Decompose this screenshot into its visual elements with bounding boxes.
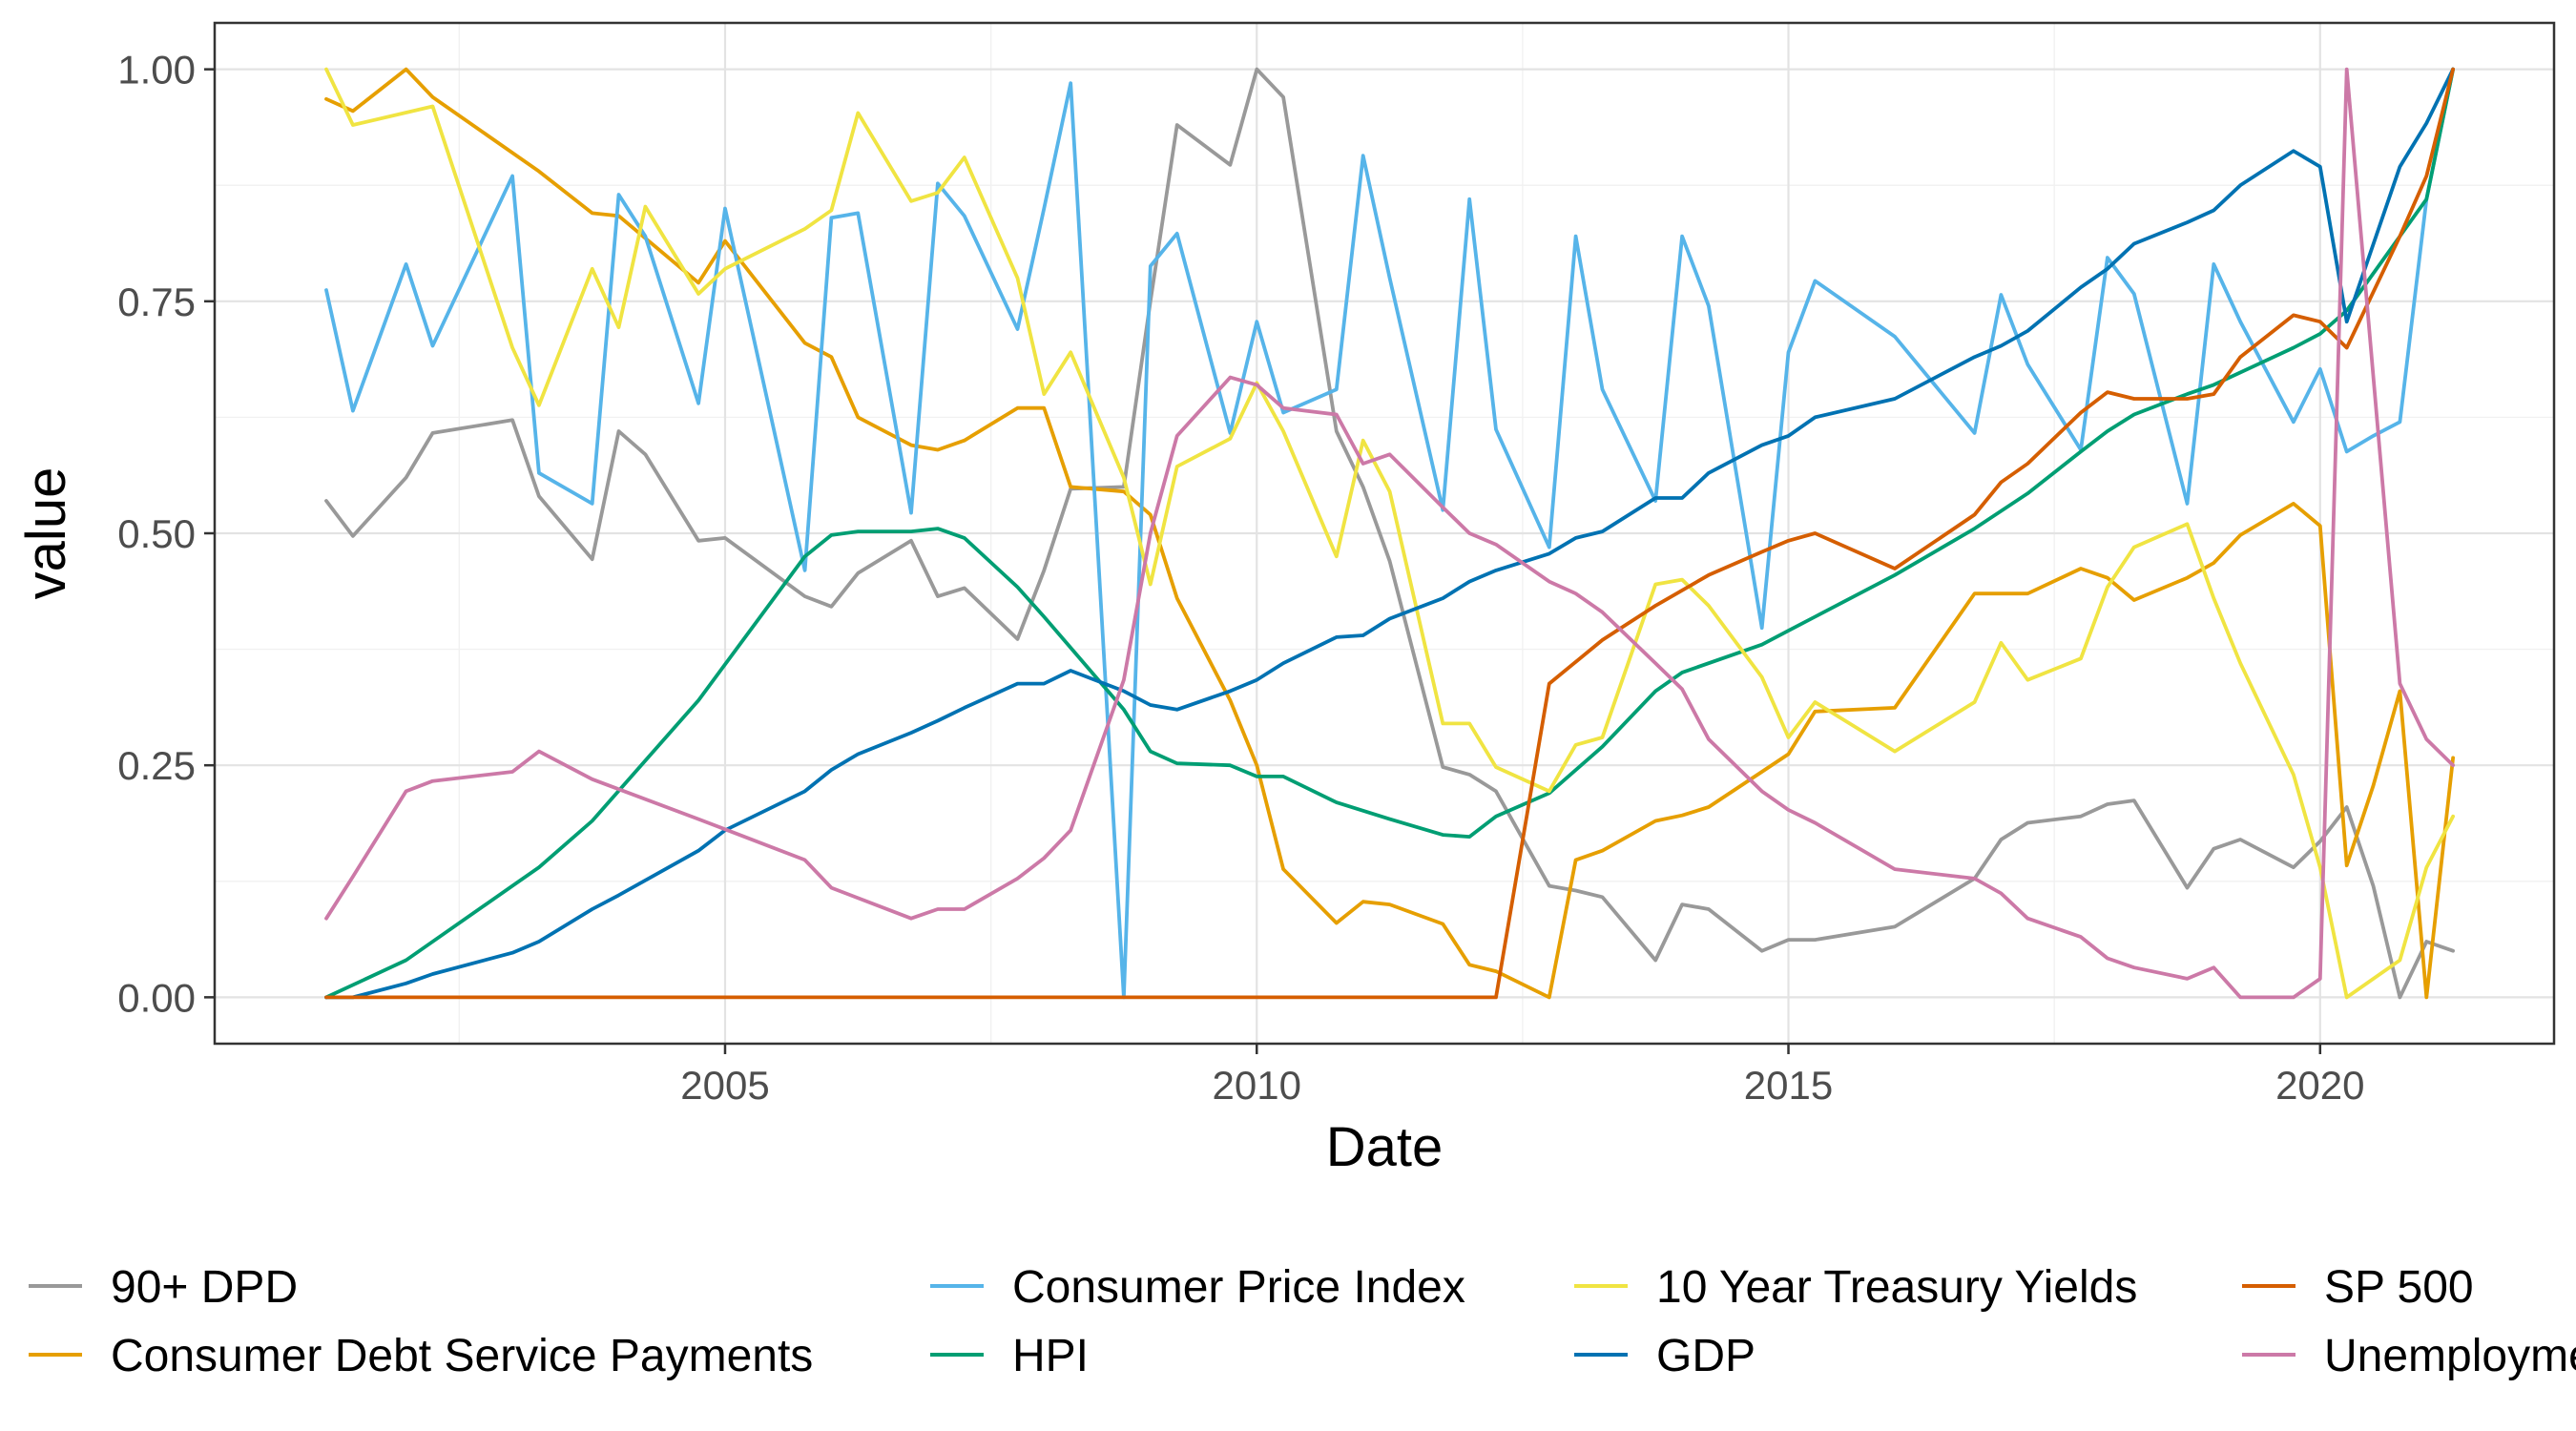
series-line-sp-500	[324, 67, 2455, 1000]
x-tick-label: 2005	[680, 1063, 769, 1108]
x-tick-label: 2015	[1744, 1063, 1833, 1108]
y-tick-label: 1.00	[117, 48, 196, 93]
legend-item-consumer-debt-service-payments: Consumer Debt Service Payments	[29, 1331, 813, 1381]
legend-item-consumer-price-index: Consumer Price Index	[930, 1262, 1465, 1313]
legend-label: Unemployment	[2324, 1331, 2576, 1381]
y-tick-label: 0.75	[117, 280, 196, 324]
y-tick-label: 0.50	[117, 511, 196, 556]
series-line-unemployment	[324, 67, 2455, 1000]
legend-item-unemployment: Unemployment	[2242, 1331, 2576, 1381]
legend-label: 10 Year Treasury Yields	[1656, 1262, 2137, 1313]
legend-item-hpi: HPI	[930, 1331, 1089, 1381]
legend-label: SP 500	[2324, 1262, 2474, 1313]
y-tick-label: 0.25	[117, 743, 196, 788]
series-layer	[324, 67, 2455, 1000]
y-axis-title: value	[15, 467, 77, 600]
legend-item-gdp: GDP	[1574, 1331, 1755, 1381]
x-axis: 2005 2010 2015 2020	[680, 1044, 2365, 1108]
series-line-90-dpd	[324, 67, 2455, 1000]
legend-label: GDP	[1656, 1331, 1755, 1381]
x-tick-label: 2020	[2275, 1063, 2364, 1108]
legend-item-90-dpd: 90+ DPD	[29, 1262, 298, 1313]
y-tick-label: 0.00	[117, 975, 196, 1020]
series-line-hpi	[324, 67, 2455, 1000]
legend-label: Consumer Debt Service Payments	[111, 1331, 813, 1381]
legend-label: Consumer Price Index	[1012, 1262, 1465, 1313]
legend: 90+ DPD Consumer Debt Service Payments Con…	[29, 1262, 2576, 1381]
legend-item-sp-500: SP 500	[2242, 1262, 2474, 1313]
legend-label: 90+ DPD	[111, 1262, 298, 1313]
x-tick-label: 2010	[1213, 1063, 1301, 1108]
legend-item-10-year-treasury-yields: 10 Year Treasury Yields	[1574, 1262, 2137, 1313]
series-line-consumer-debt-service-payments	[324, 67, 2455, 1000]
y-axis: 0.00 0.25 0.50 0.75 1.00	[117, 48, 215, 1020]
series-line-gdp	[324, 67, 2455, 1000]
x-axis-title: Date	[1326, 1116, 1444, 1178]
legend-label: HPI	[1012, 1331, 1089, 1381]
